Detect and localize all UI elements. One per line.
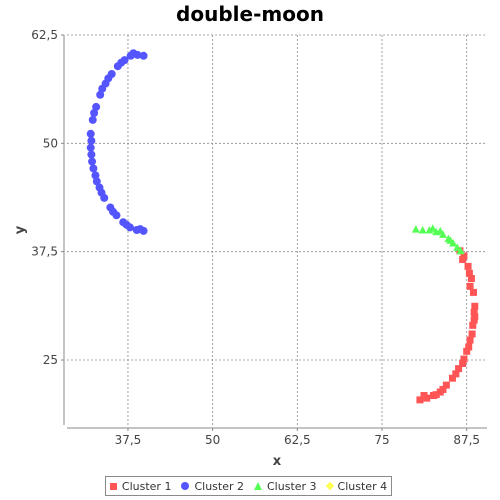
square-marker-icon xyxy=(109,482,117,490)
cluster-2-point xyxy=(117,58,126,67)
cluster-2-point xyxy=(96,90,105,99)
cluster-1-point xyxy=(442,381,450,389)
cluster-3-point xyxy=(411,225,420,233)
diamond-marker-icon xyxy=(325,481,334,491)
x-tick-label: 37,5 xyxy=(115,433,142,447)
cluster-1-point xyxy=(471,302,479,310)
cluster-1-point xyxy=(469,288,477,296)
y-tick-label: 50 xyxy=(43,136,58,150)
cluster-1-point xyxy=(420,392,428,400)
x-axis-label: x xyxy=(273,454,282,469)
legend-label: Cluster 1 xyxy=(121,479,172,493)
cluster-1-point xyxy=(455,365,463,373)
legend-item-cluster-3: Cluster 3 xyxy=(254,480,317,493)
legend-item-cluster-2: Cluster 2 xyxy=(181,480,244,493)
cluster-1-point xyxy=(465,343,473,351)
cluster-1-point xyxy=(459,359,467,367)
cluster-3-point xyxy=(446,236,455,244)
legend-label: Cluster 2 xyxy=(194,479,244,493)
cluster-3-point xyxy=(453,243,462,251)
legend-label: Cluster 3 xyxy=(267,479,317,493)
cluster-1-point xyxy=(466,336,474,344)
cluster-1-point xyxy=(416,396,424,404)
cluster-3-point xyxy=(456,246,465,255)
cluster-3-point xyxy=(418,226,427,234)
cluster-2-point xyxy=(90,109,99,117)
x-tick-label: 87,5 xyxy=(453,433,480,447)
cluster-2-point xyxy=(92,177,101,186)
cluster-1-point xyxy=(464,262,472,270)
y-axis-label: y xyxy=(13,225,28,234)
cluster-2-point xyxy=(87,136,96,145)
chart-title: double-moon xyxy=(176,2,324,26)
cluster-2-point xyxy=(122,220,131,229)
cluster-1-point xyxy=(460,355,468,363)
cluster-1-point xyxy=(459,255,467,263)
cluster-2-point xyxy=(88,157,97,166)
cluster-1-point xyxy=(468,330,476,338)
triangle-marker-icon xyxy=(254,482,262,490)
legend-label: Cluster 4 xyxy=(337,479,388,493)
axes: 37,5 50 62,5 75 87,5 25 37,5 50 62,5 xyxy=(31,28,487,447)
y-tick-label: 62,5 xyxy=(31,28,58,42)
y-tick-label: 25 xyxy=(43,353,58,367)
x-tick-label: 75 xyxy=(374,433,389,447)
cluster-2-point xyxy=(129,49,138,58)
cluster-2-point xyxy=(89,164,98,173)
legend: Cluster 1 Cluster 2 Cluster 3 Cluster 4 xyxy=(105,476,392,496)
cluster-2-point xyxy=(88,115,97,124)
cluster-1-point xyxy=(466,282,474,290)
cluster-2-point xyxy=(91,171,100,180)
cluster-2-point xyxy=(87,150,96,159)
cluster-1-point xyxy=(448,374,456,382)
legend-item-cluster-4: Cluster 4 xyxy=(325,479,388,493)
y-tick-label: 37,5 xyxy=(31,245,58,259)
cluster-3-point xyxy=(428,224,437,232)
cluster-2-point xyxy=(97,188,106,197)
circle-marker-icon xyxy=(181,482,190,490)
x-tick-label: 50 xyxy=(205,433,220,447)
x-tick-label: 62,5 xyxy=(284,433,311,447)
cluster-3-point xyxy=(436,226,445,235)
cluster-2-point xyxy=(86,143,95,152)
cluster-1-point xyxy=(470,308,478,316)
cluster-2-point xyxy=(86,129,95,138)
cluster-1-point xyxy=(439,385,447,393)
cluster-2-point xyxy=(139,51,148,60)
cluster-2-point xyxy=(104,74,113,83)
cluster-1-point xyxy=(467,275,475,283)
cluster-1-point xyxy=(463,347,471,355)
cluster-2-point xyxy=(98,84,107,93)
cluster-1-point xyxy=(471,313,479,321)
cluster-1-point xyxy=(469,321,477,329)
cluster-2-point xyxy=(109,207,118,216)
cluster-1-point xyxy=(452,370,460,378)
cluster-1-point xyxy=(465,269,473,277)
grid-lines xyxy=(67,34,487,425)
cluster-1-point xyxy=(432,391,440,399)
legend-item-cluster-1: Cluster 1 xyxy=(109,479,172,493)
cluster-2-point xyxy=(92,102,101,111)
data-points xyxy=(86,49,479,404)
cluster-2-point xyxy=(136,225,145,234)
